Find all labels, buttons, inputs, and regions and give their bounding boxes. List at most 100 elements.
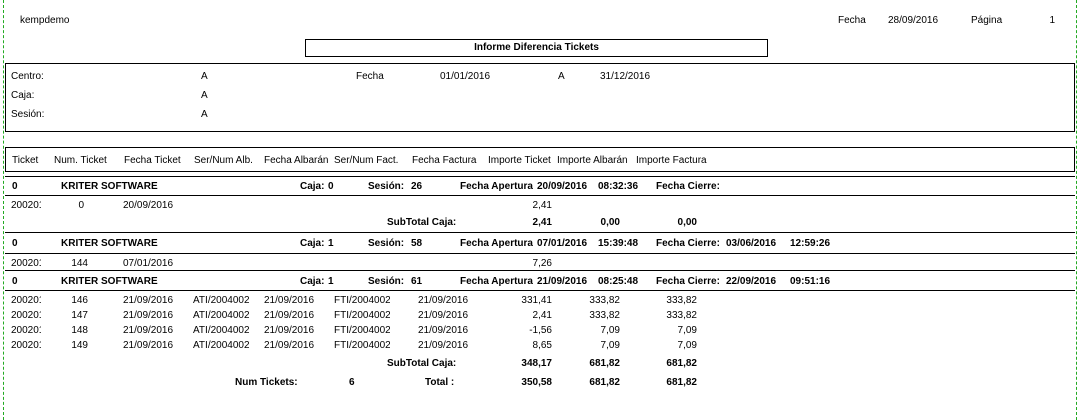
- cell-importe-ticket: 2,41: [532, 200, 552, 211]
- group-caja: 1: [328, 276, 334, 287]
- group-cierre-hora: 12:59:26: [790, 238, 831, 249]
- cell-importe-ticket: 2,41: [532, 310, 552, 321]
- group-company: KRITER SOFTWARE: [61, 181, 158, 192]
- col-ser-num-fact: Ser/Num Fact.: [334, 155, 399, 166]
- col-importe-factura: Importe Factura: [636, 155, 707, 166]
- cell-importe-factura: 333,82: [666, 310, 697, 321]
- col-importe-ticket: Importe Ticket: [488, 155, 551, 166]
- filter-sesion-label: Sesión:: [11, 109, 45, 120]
- report-date-value: 28/09/2016: [888, 15, 939, 26]
- filter-fecha-from: 01/01/2016: [440, 71, 491, 82]
- group-id: 0: [12, 276, 18, 287]
- filter-caja-value: A: [201, 90, 208, 101]
- filter-fecha-to-label: A: [558, 71, 565, 82]
- group-sesion: 26: [411, 181, 423, 192]
- group-apertura-fecha: 20/09/2016: [537, 181, 588, 192]
- subtotal-albaran: 0,00: [600, 217, 620, 228]
- group-apertura-label: Fecha Apertura: [460, 276, 533, 287]
- cell-importe-albaran: 7,09: [600, 340, 620, 351]
- group-apertura-hora: 15:39:48: [598, 238, 639, 249]
- cell-ser-num-alb: ATI/20040020: [193, 295, 249, 306]
- cell-fecha-ticket: 07/01/2016: [123, 258, 174, 269]
- group-cierre-fecha: 03/06/2016: [726, 238, 777, 249]
- cell-ser-num-alb: ATI/20040020: [193, 310, 249, 321]
- group-caja-label: Caja:: [300, 238, 325, 249]
- cell-fecha-albaran: 21/09/2016: [264, 325, 315, 336]
- filter-fecha-to: 31/12/2016: [600, 71, 651, 82]
- group-apertura-fecha: 21/09/2016: [537, 276, 588, 287]
- company-name: kempdemo: [20, 15, 70, 26]
- group-id: 0: [12, 181, 18, 192]
- filter-centro-value: A: [201, 71, 208, 82]
- cell-fecha-albaran: 21/09/2016: [264, 310, 315, 321]
- total-ticket: 350,58: [521, 377, 552, 388]
- filter-centro-label: Centro:: [11, 71, 44, 82]
- group-apertura-hora: 08:32:36: [598, 181, 639, 192]
- group-company: KRITER SOFTWARE: [61, 238, 158, 249]
- cell-importe-albaran: 7,09: [600, 325, 620, 336]
- group-apertura-hora: 08:25:48: [598, 276, 639, 287]
- cell-importe-ticket: -1,56: [529, 325, 552, 336]
- cell-num-ticket: 0: [78, 200, 84, 211]
- group-sesion: 58: [411, 238, 423, 249]
- cell-importe-factura: 333,82: [666, 295, 697, 306]
- filter-sesion-value: A: [201, 109, 208, 120]
- group-apertura-label: Fecha Apertura: [460, 181, 533, 192]
- group-caja-label: Caja:: [300, 276, 325, 287]
- cell-ser-num-fact: FTI/20040021: [334, 340, 390, 351]
- cell-ser-num-alb: ATI/20040021: [193, 340, 249, 351]
- cell-fecha-ticket: 21/09/2016: [123, 340, 174, 351]
- group-apertura-fecha: 07/01/2016: [537, 238, 588, 249]
- subtotal-factura: 681,82: [666, 358, 697, 369]
- group-sesion: 61: [411, 276, 423, 287]
- cell-num-ticket: 147: [71, 310, 88, 321]
- subtotal-label: SubTotal Caja:: [387, 358, 457, 369]
- cell-importe-factura: 7,09: [677, 340, 697, 351]
- cell-num-ticket: 146: [71, 295, 88, 306]
- cell-importe-ticket: 8,65: [532, 340, 552, 351]
- cell-importe-albaran: 333,82: [589, 310, 620, 321]
- cell-fecha-ticket: 21/09/2016: [123, 295, 174, 306]
- col-ser-num-alb: Ser/Num Alb.: [194, 155, 253, 166]
- group-cierre-label: Fecha Cierre:: [656, 276, 720, 287]
- cell-ser-num-fact: FTI/20040020: [334, 295, 390, 306]
- report-title: Informe Diferencia Tickets: [474, 42, 599, 53]
- col-fecha-ticket: Fecha Ticket: [124, 155, 181, 166]
- col-importe-albaran: Importe Albarán: [557, 155, 628, 166]
- cell-importe-ticket: 331,41: [521, 295, 552, 306]
- cell-num-ticket: 148: [71, 325, 88, 336]
- subtotal-albaran: 681,82: [589, 358, 620, 369]
- group-caja-label: Caja:: [300, 181, 325, 192]
- report-date-label: Fecha: [838, 15, 866, 26]
- total-albaran: 681,82: [589, 377, 620, 388]
- subtotal-ticket: 2,41: [532, 217, 552, 228]
- cell-importe-factura: 7,09: [677, 325, 697, 336]
- cell-fecha-ticket: 21/09/2016: [123, 310, 174, 321]
- page-margin-left: [3, 0, 4, 420]
- cell-fecha-ticket: 20/09/2016: [123, 200, 174, 211]
- cell-importe-ticket: 7,26: [532, 258, 552, 269]
- filters-box: [5, 63, 1075, 132]
- col-ticket: Ticket: [12, 155, 39, 166]
- cell-ser-num-fact: FTI/20040021: [334, 325, 390, 336]
- group-id: 0: [12, 238, 18, 249]
- cell-fecha-factura: 21/09/2016: [418, 295, 469, 306]
- cell-fecha-factura: 21/09/2016: [418, 310, 469, 321]
- cell-fecha-ticket: 21/09/2016: [123, 325, 174, 336]
- page-number: 1: [1049, 15, 1055, 26]
- group-apertura-label: Fecha Apertura: [460, 238, 533, 249]
- group-sesion-label: Sesión:: [368, 181, 405, 192]
- col-fecha-factura: Fecha Factura: [412, 155, 477, 166]
- column-header-box: [5, 147, 1075, 172]
- cell-importe-albaran: 333,82: [589, 295, 620, 306]
- group-sesion-label: Sesión:: [368, 276, 405, 287]
- page-margin-right: [1076, 0, 1077, 420]
- cell-fecha-factura: 21/09/2016: [418, 325, 469, 336]
- col-num-ticket: Num. Ticket: [54, 155, 107, 166]
